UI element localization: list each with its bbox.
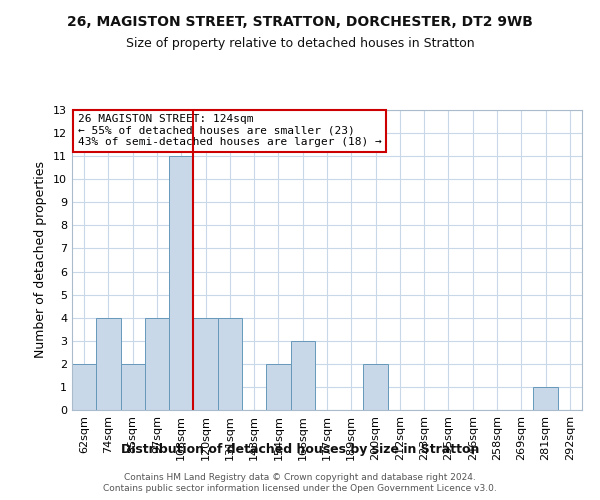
Bar	[121, 364, 145, 410]
Text: Contains public sector information licensed under the Open Government Licence v3: Contains public sector information licen…	[103, 484, 497, 493]
Bar	[96, 318, 121, 410]
Text: 26, MAGISTON STREET, STRATTON, DORCHESTER, DT2 9WB: 26, MAGISTON STREET, STRATTON, DORCHESTE…	[67, 15, 533, 29]
Bar	[169, 156, 193, 410]
Text: Size of property relative to detached houses in Stratton: Size of property relative to detached ho…	[125, 38, 475, 51]
Y-axis label: Number of detached properties: Number of detached properties	[34, 162, 47, 358]
Text: 26 MAGISTON STREET: 124sqm
← 55% of detached houses are smaller (23)
43% of semi: 26 MAGISTON STREET: 124sqm ← 55% of deta…	[77, 114, 382, 148]
Bar	[193, 318, 218, 410]
Bar	[218, 318, 242, 410]
Text: Contains HM Land Registry data © Crown copyright and database right 2024.: Contains HM Land Registry data © Crown c…	[124, 472, 476, 482]
Bar	[533, 387, 558, 410]
Text: Distribution of detached houses by size in Stratton: Distribution of detached houses by size …	[121, 442, 479, 456]
Bar	[364, 364, 388, 410]
Bar	[145, 318, 169, 410]
Bar	[72, 364, 96, 410]
Bar	[290, 341, 315, 410]
Bar	[266, 364, 290, 410]
